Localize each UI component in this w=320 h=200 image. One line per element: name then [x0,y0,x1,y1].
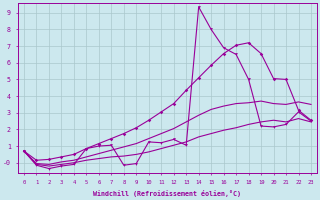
X-axis label: Windchill (Refroidissement éolien,°C): Windchill (Refroidissement éolien,°C) [93,190,242,197]
